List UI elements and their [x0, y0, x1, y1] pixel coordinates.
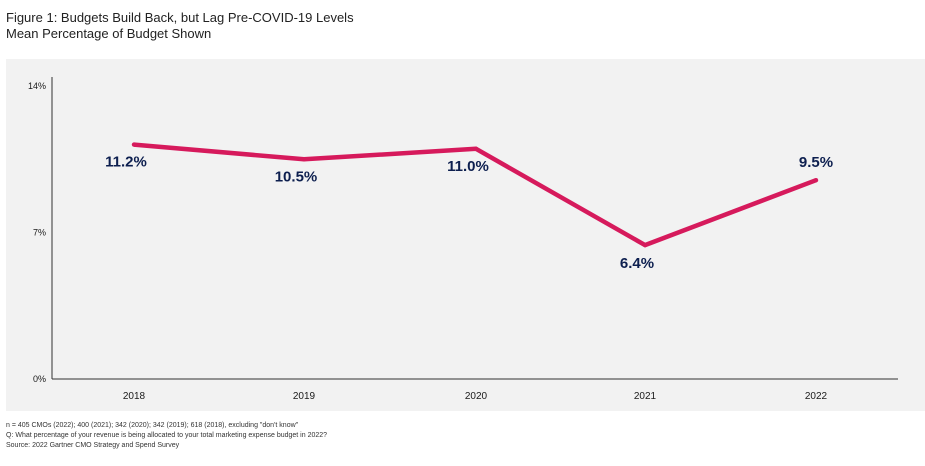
data-label-2019: 10.5%: [275, 168, 318, 185]
x-tick-label-2018: 2018: [123, 391, 146, 402]
data-label-2020: 11.0%: [447, 158, 489, 175]
x-tick-label-2021: 2021: [634, 391, 657, 402]
x-tick-label-2020: 2020: [465, 391, 488, 402]
line-chart: 0% 7% 14% 2018 2019 2020 2021 2022 11.2% 10.5% 11.…: [28, 77, 898, 402]
data-point-2022: [813, 178, 819, 183]
footnote-question: Q: What percentage of your revenue is be…: [6, 432, 328, 439]
x-tick-label-2019: 2019: [293, 391, 316, 402]
footnote-source: Source: 2022 Gartner CMO Strategy and Sp…: [6, 442, 180, 449]
data-point-2020: [473, 146, 479, 151]
data-label-2018: 11.2%: [105, 154, 147, 171]
footnote-sample: n = 405 CMOs (2022); 400 (2021); 342 (20…: [6, 422, 299, 429]
data-label-2022: 9.5%: [799, 154, 833, 171]
figure-title-block: Figure 1: Budgets Build Back, but Lag Pr…: [6, 10, 354, 42]
x-tick-label-2022: 2022: [805, 391, 828, 402]
data-point-2018: [131, 142, 137, 147]
chart-title: Figure 1: Budgets Build Back, but Lag Pr…: [6, 10, 354, 25]
chart-panel: 0% 7% 14% 2018 2019 2020 2021 2022 11.2% 10.5% 11.…: [6, 59, 925, 411]
y-tick-label-7: 7%: [33, 228, 46, 238]
chart-subtitle: Mean Percentage of Budget Shown: [6, 26, 212, 41]
y-tick-label-14: 14%: [28, 81, 46, 91]
data-label-2021: 6.4%: [620, 255, 654, 272]
y-tick-label-0: 0%: [33, 374, 46, 384]
footnotes: n = 405 CMOs (2022); 400 (2021); 342 (20…: [6, 421, 327, 451]
data-point-2021: [642, 242, 648, 248]
data-point-2019: [301, 157, 307, 162]
